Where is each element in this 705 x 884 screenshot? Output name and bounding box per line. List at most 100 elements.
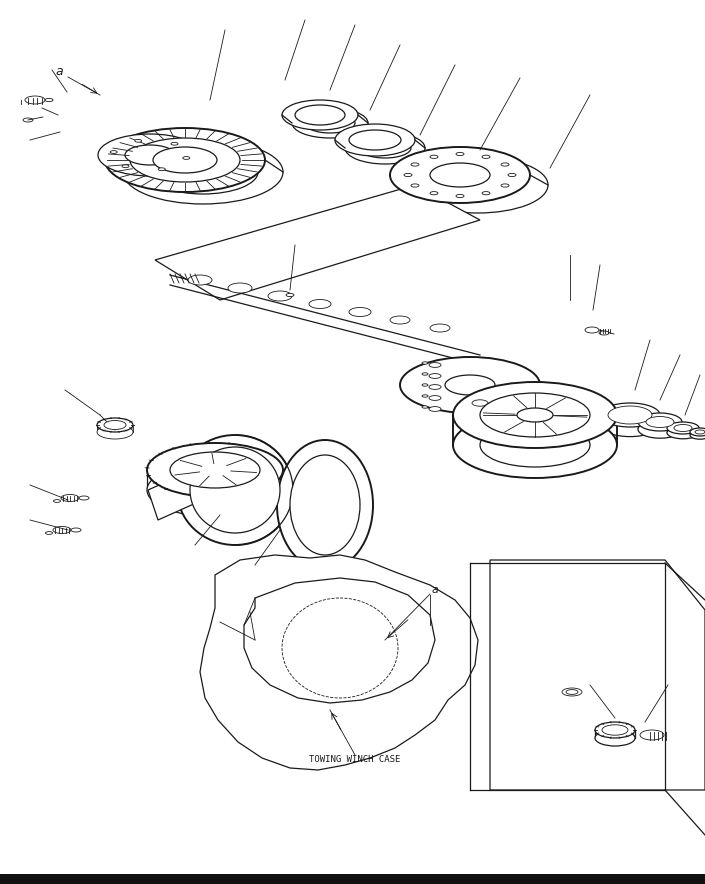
Ellipse shape <box>646 416 674 428</box>
Ellipse shape <box>110 150 117 154</box>
Ellipse shape <box>61 494 79 501</box>
Ellipse shape <box>595 722 635 738</box>
Ellipse shape <box>122 164 129 168</box>
Ellipse shape <box>105 128 265 192</box>
Ellipse shape <box>282 100 358 130</box>
Ellipse shape <box>429 374 441 378</box>
Ellipse shape <box>482 156 490 158</box>
Ellipse shape <box>104 421 126 430</box>
Ellipse shape <box>390 147 530 203</box>
Ellipse shape <box>158 168 165 171</box>
Ellipse shape <box>404 173 412 177</box>
Ellipse shape <box>501 184 509 187</box>
Ellipse shape <box>422 395 428 397</box>
Ellipse shape <box>23 118 33 122</box>
Ellipse shape <box>183 156 190 159</box>
Ellipse shape <box>562 688 582 696</box>
Ellipse shape <box>147 443 283 497</box>
Ellipse shape <box>123 140 283 204</box>
Text: TOWING WINCH CASE: TOWING WINCH CASE <box>309 755 400 764</box>
Ellipse shape <box>170 452 260 488</box>
Polygon shape <box>490 560 705 790</box>
Ellipse shape <box>429 396 441 400</box>
Ellipse shape <box>638 413 682 431</box>
Ellipse shape <box>430 163 490 187</box>
Polygon shape <box>148 460 225 520</box>
Ellipse shape <box>349 130 401 150</box>
Ellipse shape <box>602 725 628 735</box>
Ellipse shape <box>422 406 428 408</box>
Ellipse shape <box>595 730 635 746</box>
Ellipse shape <box>125 145 175 165</box>
Ellipse shape <box>430 192 438 194</box>
Polygon shape <box>244 578 435 703</box>
Ellipse shape <box>277 440 373 570</box>
Ellipse shape <box>690 431 705 439</box>
Ellipse shape <box>517 408 553 422</box>
Ellipse shape <box>335 124 415 156</box>
Ellipse shape <box>667 422 699 434</box>
Ellipse shape <box>453 412 617 478</box>
Ellipse shape <box>408 157 548 213</box>
Ellipse shape <box>566 690 578 695</box>
Ellipse shape <box>290 455 360 555</box>
Ellipse shape <box>188 275 212 285</box>
Ellipse shape <box>508 173 516 177</box>
Ellipse shape <box>608 406 652 424</box>
Ellipse shape <box>25 96 45 104</box>
Ellipse shape <box>97 418 133 432</box>
Ellipse shape <box>480 393 590 437</box>
Ellipse shape <box>640 730 664 740</box>
Ellipse shape <box>599 331 609 335</box>
Bar <box>0 874 705 884</box>
Ellipse shape <box>501 163 509 166</box>
Ellipse shape <box>349 308 371 316</box>
Ellipse shape <box>130 138 240 182</box>
Ellipse shape <box>411 163 419 166</box>
Ellipse shape <box>45 98 53 102</box>
Ellipse shape <box>228 283 252 293</box>
Ellipse shape <box>153 147 217 173</box>
Ellipse shape <box>472 400 488 407</box>
Ellipse shape <box>695 430 705 434</box>
Ellipse shape <box>600 413 660 437</box>
Ellipse shape <box>147 463 283 517</box>
Ellipse shape <box>445 375 495 395</box>
Ellipse shape <box>480 423 590 467</box>
Ellipse shape <box>79 496 89 500</box>
Ellipse shape <box>456 194 464 198</box>
Ellipse shape <box>456 152 464 156</box>
Ellipse shape <box>600 403 660 427</box>
Ellipse shape <box>286 293 294 297</box>
Ellipse shape <box>422 362 428 364</box>
Ellipse shape <box>268 291 292 301</box>
Ellipse shape <box>97 425 133 439</box>
Ellipse shape <box>453 382 617 448</box>
Ellipse shape <box>295 105 345 125</box>
Ellipse shape <box>390 316 410 324</box>
Ellipse shape <box>148 150 258 194</box>
Polygon shape <box>155 185 480 300</box>
Ellipse shape <box>53 527 71 534</box>
Ellipse shape <box>674 424 692 431</box>
Ellipse shape <box>400 357 540 413</box>
Text: a: a <box>432 585 439 595</box>
Ellipse shape <box>667 427 699 438</box>
Ellipse shape <box>46 531 52 535</box>
Text: a: a <box>55 65 63 78</box>
Ellipse shape <box>429 362 441 368</box>
Ellipse shape <box>690 428 705 436</box>
Ellipse shape <box>638 420 682 438</box>
Ellipse shape <box>430 156 438 158</box>
Ellipse shape <box>482 192 490 194</box>
Ellipse shape <box>429 385 441 389</box>
Ellipse shape <box>422 384 428 386</box>
Ellipse shape <box>585 327 599 333</box>
Ellipse shape <box>135 140 142 142</box>
Ellipse shape <box>429 407 441 411</box>
Ellipse shape <box>305 113 355 133</box>
Ellipse shape <box>448 173 508 197</box>
Ellipse shape <box>190 447 280 533</box>
Ellipse shape <box>71 528 81 532</box>
Ellipse shape <box>54 499 61 502</box>
